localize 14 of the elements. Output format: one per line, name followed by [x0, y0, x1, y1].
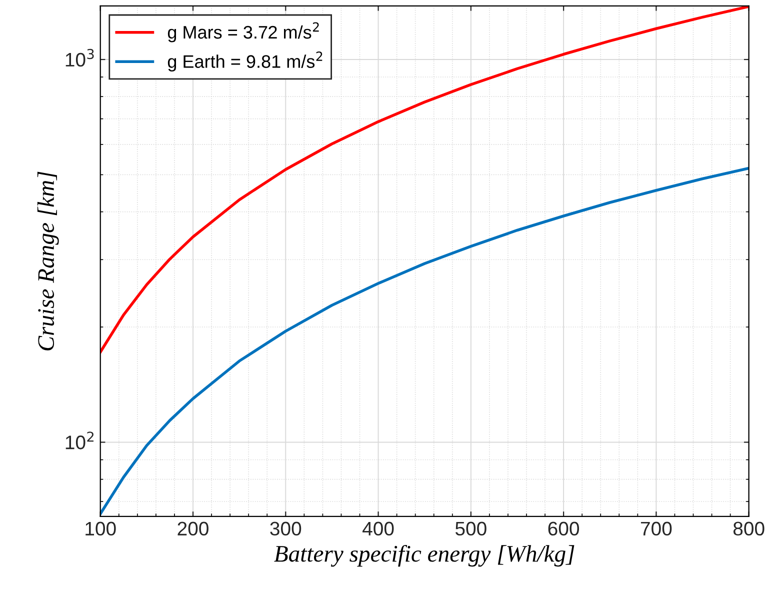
x-tick-label: 700 — [640, 522, 672, 536]
x-axis-title: Battery specific energy [Wh/kg] — [274, 544, 574, 567]
legend-label: g Earth = 9.81 m/s$^{2}$ — [168, 51, 322, 72]
y-axis-title: Cruise Range [km] — [37, 172, 59, 350]
y-tick-label: 10$^{3}$ — [66, 48, 94, 67]
x-tick-label: 300 — [270, 522, 302, 536]
x-tick-label: 600 — [548, 522, 580, 536]
x-tick-label: 200 — [178, 522, 208, 536]
x-tick-label: 500 — [455, 522, 486, 536]
x-tick-label: 400 — [362, 522, 394, 536]
x-tick-label: 800 — [733, 522, 764, 536]
x-tick-label: 100 — [86, 522, 116, 536]
legend-label: g Mars = 3.72 m/s$^{2}$ — [168, 22, 319, 42]
y-tick-label: 10$^{2}$ — [66, 432, 94, 450]
